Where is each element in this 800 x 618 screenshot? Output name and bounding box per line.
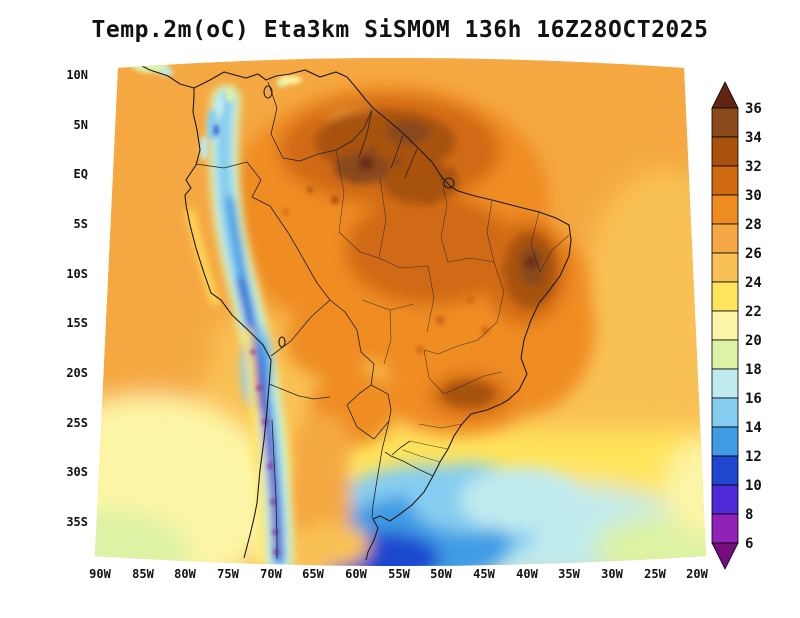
lon-label: 40W: [516, 567, 538, 581]
colorbar-label: 16: [745, 391, 762, 407]
colorbar-segment: [711, 368, 739, 399]
colorbar-segment: [711, 455, 739, 486]
colorbar-segment: [711, 223, 739, 254]
map-canvas: [95, 58, 706, 566]
lon-label: 45W: [473, 567, 495, 581]
lat-label: 10S: [66, 267, 88, 281]
colorbar-segment: [711, 310, 739, 341]
lon-label: 90W: [89, 567, 111, 581]
colorbar-labels: 36 34 32 30 28 26 24 22 20 18 16 14 12 1…: [745, 101, 762, 552]
colorbar-label: 26: [745, 246, 762, 262]
plot-title: Temp.2m(oC) Eta3km SiSMOM 136h 16Z28OCT2…: [92, 17, 709, 43]
lat-label: 30S: [66, 465, 88, 479]
colorbar-label: 28: [745, 217, 762, 233]
lon-label: 50W: [430, 567, 452, 581]
colorbar-label: 30: [745, 188, 762, 204]
colorbar-label: 36: [745, 101, 762, 117]
lat-label: 25S: [66, 416, 88, 430]
lon-label: 65W: [302, 567, 324, 581]
coastline-east: [193, 69, 572, 561]
lat-label: 5N: [74, 118, 88, 132]
colorbar-segment: [711, 165, 739, 196]
state-borders: [335, 149, 570, 463]
southwest-pacific-mild-region: [95, 395, 280, 566]
colorbar-label: 20: [745, 333, 762, 349]
colorbar-label: 12: [745, 449, 762, 465]
colorbar-segment: [711, 136, 739, 167]
colorbar-cap-top: [711, 81, 739, 109]
lon-label: 70W: [260, 567, 282, 581]
lon-label: 80W: [174, 567, 196, 581]
colorbar-label: 18: [745, 362, 762, 378]
lat-label: 15S: [66, 316, 88, 330]
colorbar-label: 22: [745, 304, 762, 320]
lat-label: 20S: [66, 366, 88, 380]
lat-label: 5S: [74, 217, 88, 231]
lon-label: 30W: [601, 567, 623, 581]
lon-label: 20W: [686, 567, 708, 581]
colorbar-segment: [711, 397, 739, 428]
lat-label: EQ: [74, 167, 88, 181]
colorbar-label: 32: [745, 159, 762, 175]
colorbar-segment: [711, 194, 739, 225]
marajo-island-outline: [443, 177, 455, 189]
colorbar-label: 34: [745, 130, 762, 146]
colorbar-label: 6: [745, 536, 753, 552]
colorbar-label: 14: [745, 420, 762, 436]
colorbar-label: 24: [745, 275, 762, 291]
lon-label: 55W: [388, 567, 410, 581]
colorbar-segment: [711, 484, 739, 515]
colorbar: [711, 81, 739, 570]
colorbar-segment: [711, 426, 739, 457]
lon-axis: 90W 85W 80W 75W 70W 65W 60W 55W 50W 45W …: [89, 567, 708, 581]
colorbar-segment: [711, 252, 739, 283]
coastal-mild-strips: [186, 208, 265, 564]
coastline: [117, 58, 572, 561]
colorbar-segment: [711, 281, 739, 312]
lat-label: 35S: [66, 515, 88, 529]
colorbar-cap-bottom: [711, 542, 739, 570]
coastline-west: [184, 88, 272, 559]
colorbar-segment: [711, 339, 739, 370]
colorbar-label: 8: [745, 507, 753, 523]
lon-label: 75W: [217, 567, 239, 581]
lake-maracaibo-outline: [263, 85, 273, 99]
colorbar-segment: [711, 513, 739, 544]
lon-label: 85W: [132, 567, 154, 581]
colorbar-label: 10: [745, 478, 762, 494]
lake-titicaca-outline: [278, 336, 286, 348]
lon-label: 25W: [644, 567, 666, 581]
lat-label: 10N: [66, 68, 88, 82]
lon-label: 60W: [345, 567, 367, 581]
lon-label: 35W: [558, 567, 580, 581]
colorbar-segment: [711, 107, 739, 138]
lat-axis: 10N 5N EQ 5S 10S 15S 20S 25S 30S 35S: [66, 68, 88, 529]
